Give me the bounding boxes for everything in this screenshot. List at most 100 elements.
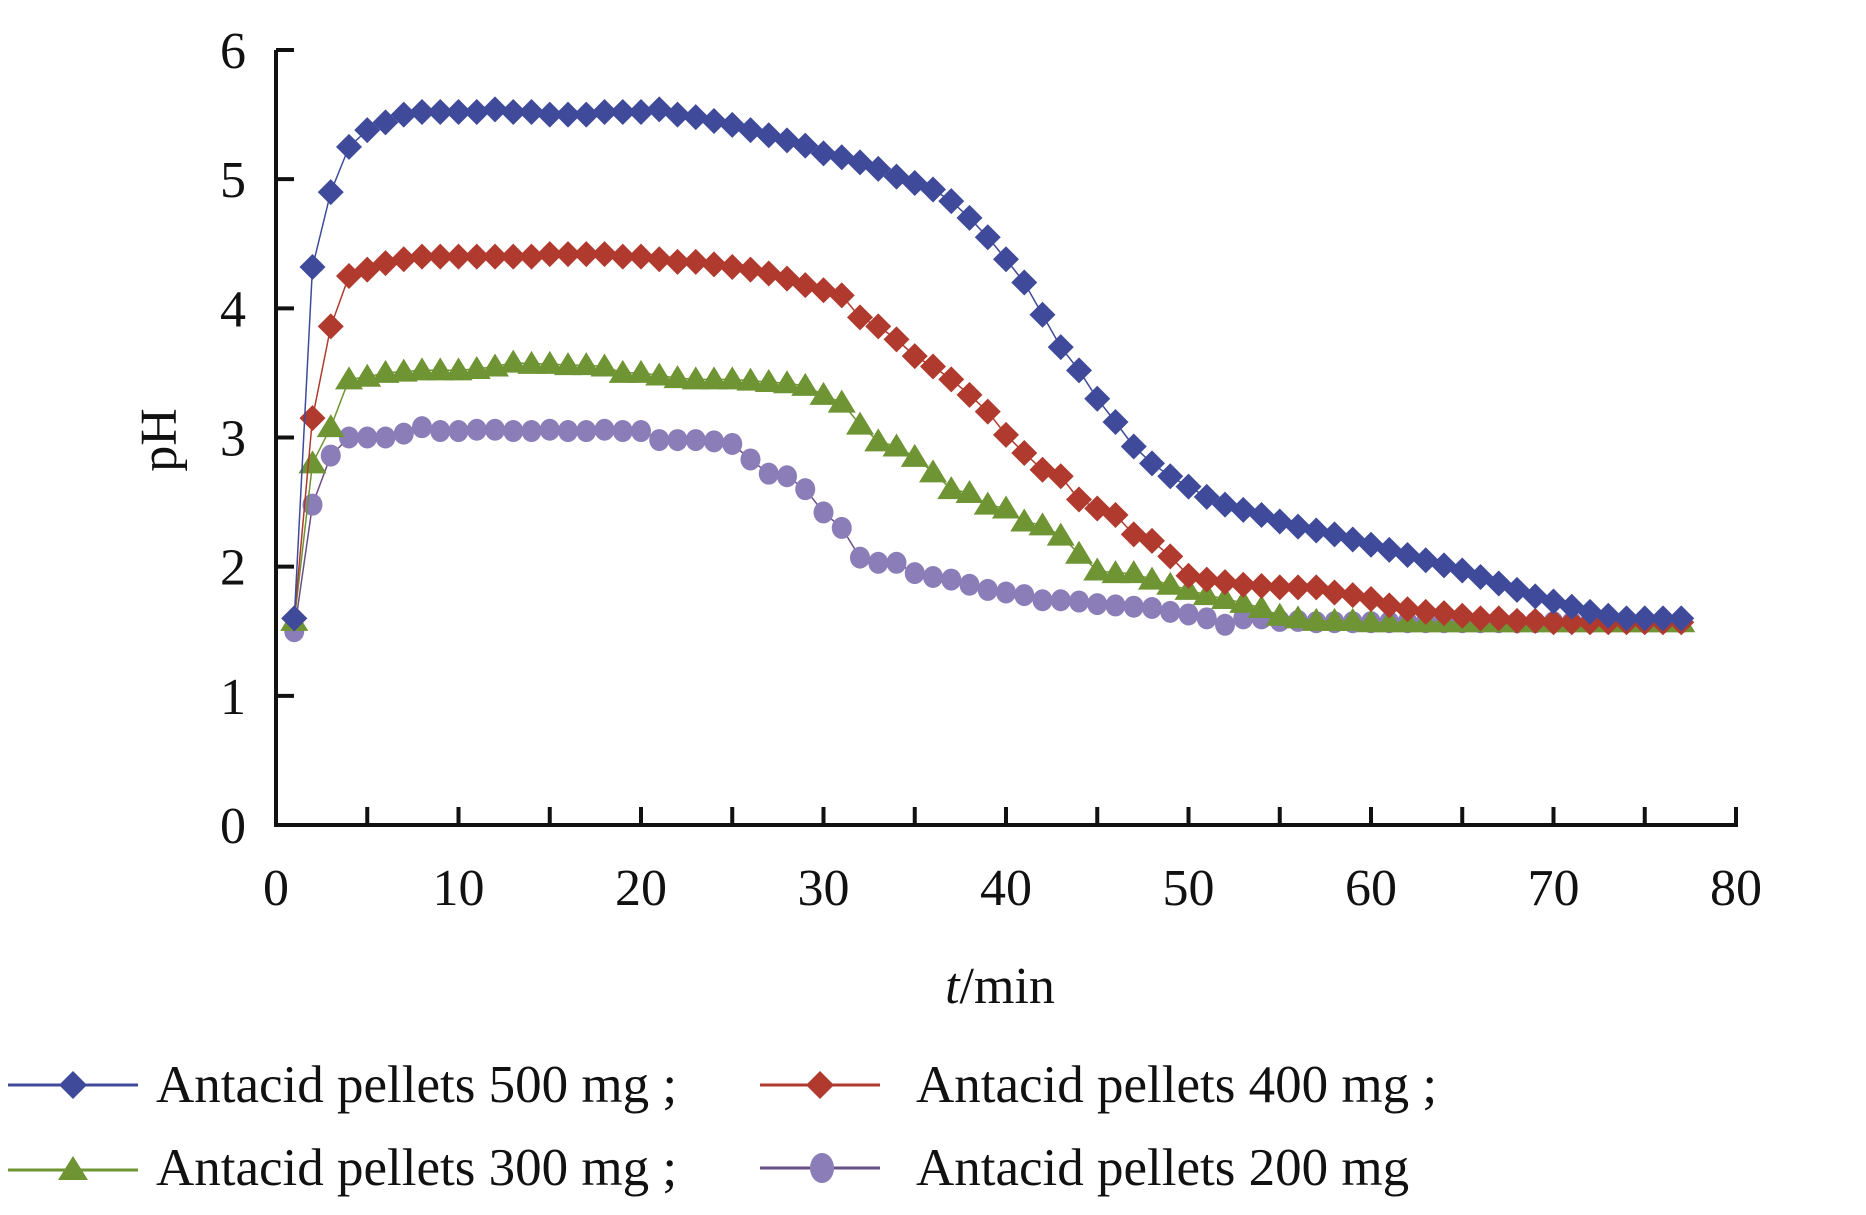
- data-point: [1010, 508, 1039, 532]
- data-point: [1083, 557, 1112, 581]
- data-point: [646, 246, 673, 273]
- x-tick-label: 0: [263, 860, 289, 917]
- data-point: [1631, 605, 1658, 632]
- x-axis-title-var: t: [945, 958, 961, 1015]
- data-point: [740, 448, 761, 471]
- data-point: [372, 250, 399, 277]
- data-point: [974, 398, 1001, 425]
- data-point: [664, 248, 691, 275]
- data-point: [1266, 574, 1293, 601]
- data-point: [1028, 512, 1057, 536]
- data-point: [1229, 589, 1258, 613]
- data-point: [427, 99, 454, 125]
- data-point: [1376, 536, 1403, 563]
- data-point: [1230, 496, 1257, 523]
- data-point: [993, 246, 1019, 273]
- data-point: [1102, 502, 1129, 528]
- data-point: [1212, 569, 1238, 596]
- data-point: [649, 429, 670, 452]
- data-point: [850, 546, 870, 569]
- data-point: [1558, 593, 1585, 620]
- data-point: [317, 179, 344, 206]
- data-point: [755, 122, 782, 149]
- data-point: [1032, 589, 1053, 612]
- y-tick-label: 4: [220, 281, 246, 338]
- data-point: [1595, 602, 1622, 629]
- data-point: [1248, 573, 1275, 600]
- y-tick-label: 5: [220, 152, 246, 209]
- data-point: [1613, 605, 1640, 632]
- data-point: [1156, 571, 1185, 595]
- data-point: [1119, 560, 1148, 584]
- data-point: [959, 573, 980, 596]
- data-point: [701, 108, 727, 135]
- data-point: [791, 372, 820, 396]
- data-point: [281, 605, 308, 632]
- data-point: [1084, 495, 1111, 522]
- data-point: [1157, 543, 1184, 570]
- data-point: [810, 277, 837, 304]
- data-point: [646, 96, 673, 123]
- data-point: [500, 99, 527, 125]
- data-point: [809, 381, 838, 405]
- legend-item-400mg[interactable]: Antacid pellets 400 mg ;: [760, 1045, 1437, 1125]
- data-point: [685, 429, 706, 452]
- x-tick-label: 50: [1163, 860, 1215, 917]
- triangle-marker-icon: [8, 1156, 138, 1180]
- series-line: [293, 108, 1682, 620]
- data-point: [536, 101, 563, 128]
- data-point: [628, 99, 654, 125]
- x-axis-title-unit: /min: [960, 958, 1055, 1015]
- data-point: [901, 343, 928, 370]
- data-point: [299, 254, 326, 280]
- data-point: [517, 350, 546, 374]
- data-point: [900, 443, 929, 467]
- legend-item-300mg[interactable]: Antacid pellets 300 mg ;: [8, 1128, 677, 1208]
- data-point: [1050, 589, 1071, 612]
- data-point: [755, 260, 782, 287]
- data-point: [827, 389, 856, 413]
- data-point: [393, 422, 414, 445]
- data-point: [923, 566, 943, 588]
- data-point: [993, 421, 1019, 448]
- legend-item-200mg[interactable]: Antacid pellets 200 mg: [760, 1128, 1409, 1208]
- data-point: [463, 243, 490, 270]
- data-point: [737, 256, 764, 283]
- x-ticks: 0 10 20 30 40 50 60 70 80: [263, 807, 1762, 917]
- data-point: [1087, 593, 1108, 616]
- data-point: [1285, 513, 1311, 540]
- data-point: [719, 254, 746, 280]
- data-point: [628, 243, 654, 270]
- data-point: [1485, 605, 1512, 632]
- data-point: [558, 420, 578, 443]
- data-point: [1522, 583, 1549, 610]
- data-point: [1046, 522, 1075, 546]
- data-point: [518, 243, 545, 270]
- data-point: [919, 459, 947, 483]
- data-point: [882, 433, 911, 457]
- legend-item-500mg[interactable]: Antacid pellets 500 mg ;: [8, 1045, 677, 1125]
- data-point: [536, 241, 563, 268]
- data-point: [1142, 597, 1162, 619]
- y-axis-title: pH: [131, 408, 188, 472]
- data-point: [1522, 607, 1549, 634]
- data-point: [865, 313, 892, 340]
- data-point: [682, 248, 709, 275]
- data-point: [1066, 486, 1092, 513]
- data-point: [482, 243, 508, 270]
- data-point: [974, 224, 1001, 251]
- data-point: [1160, 600, 1181, 623]
- data-point: [754, 368, 783, 392]
- data-point: [1540, 588, 1567, 615]
- data-point: [609, 243, 636, 270]
- legend-label: Antacid pellets 500 mg ;: [156, 1056, 678, 1114]
- data-point: [466, 418, 487, 441]
- data-point: [1284, 605, 1312, 629]
- data-point: [1175, 562, 1202, 589]
- data-point: [317, 313, 344, 340]
- data-point: [445, 99, 472, 125]
- data-point: [718, 366, 747, 390]
- data-point: [539, 418, 560, 441]
- data-point: [737, 117, 764, 144]
- data-point: [503, 420, 524, 443]
